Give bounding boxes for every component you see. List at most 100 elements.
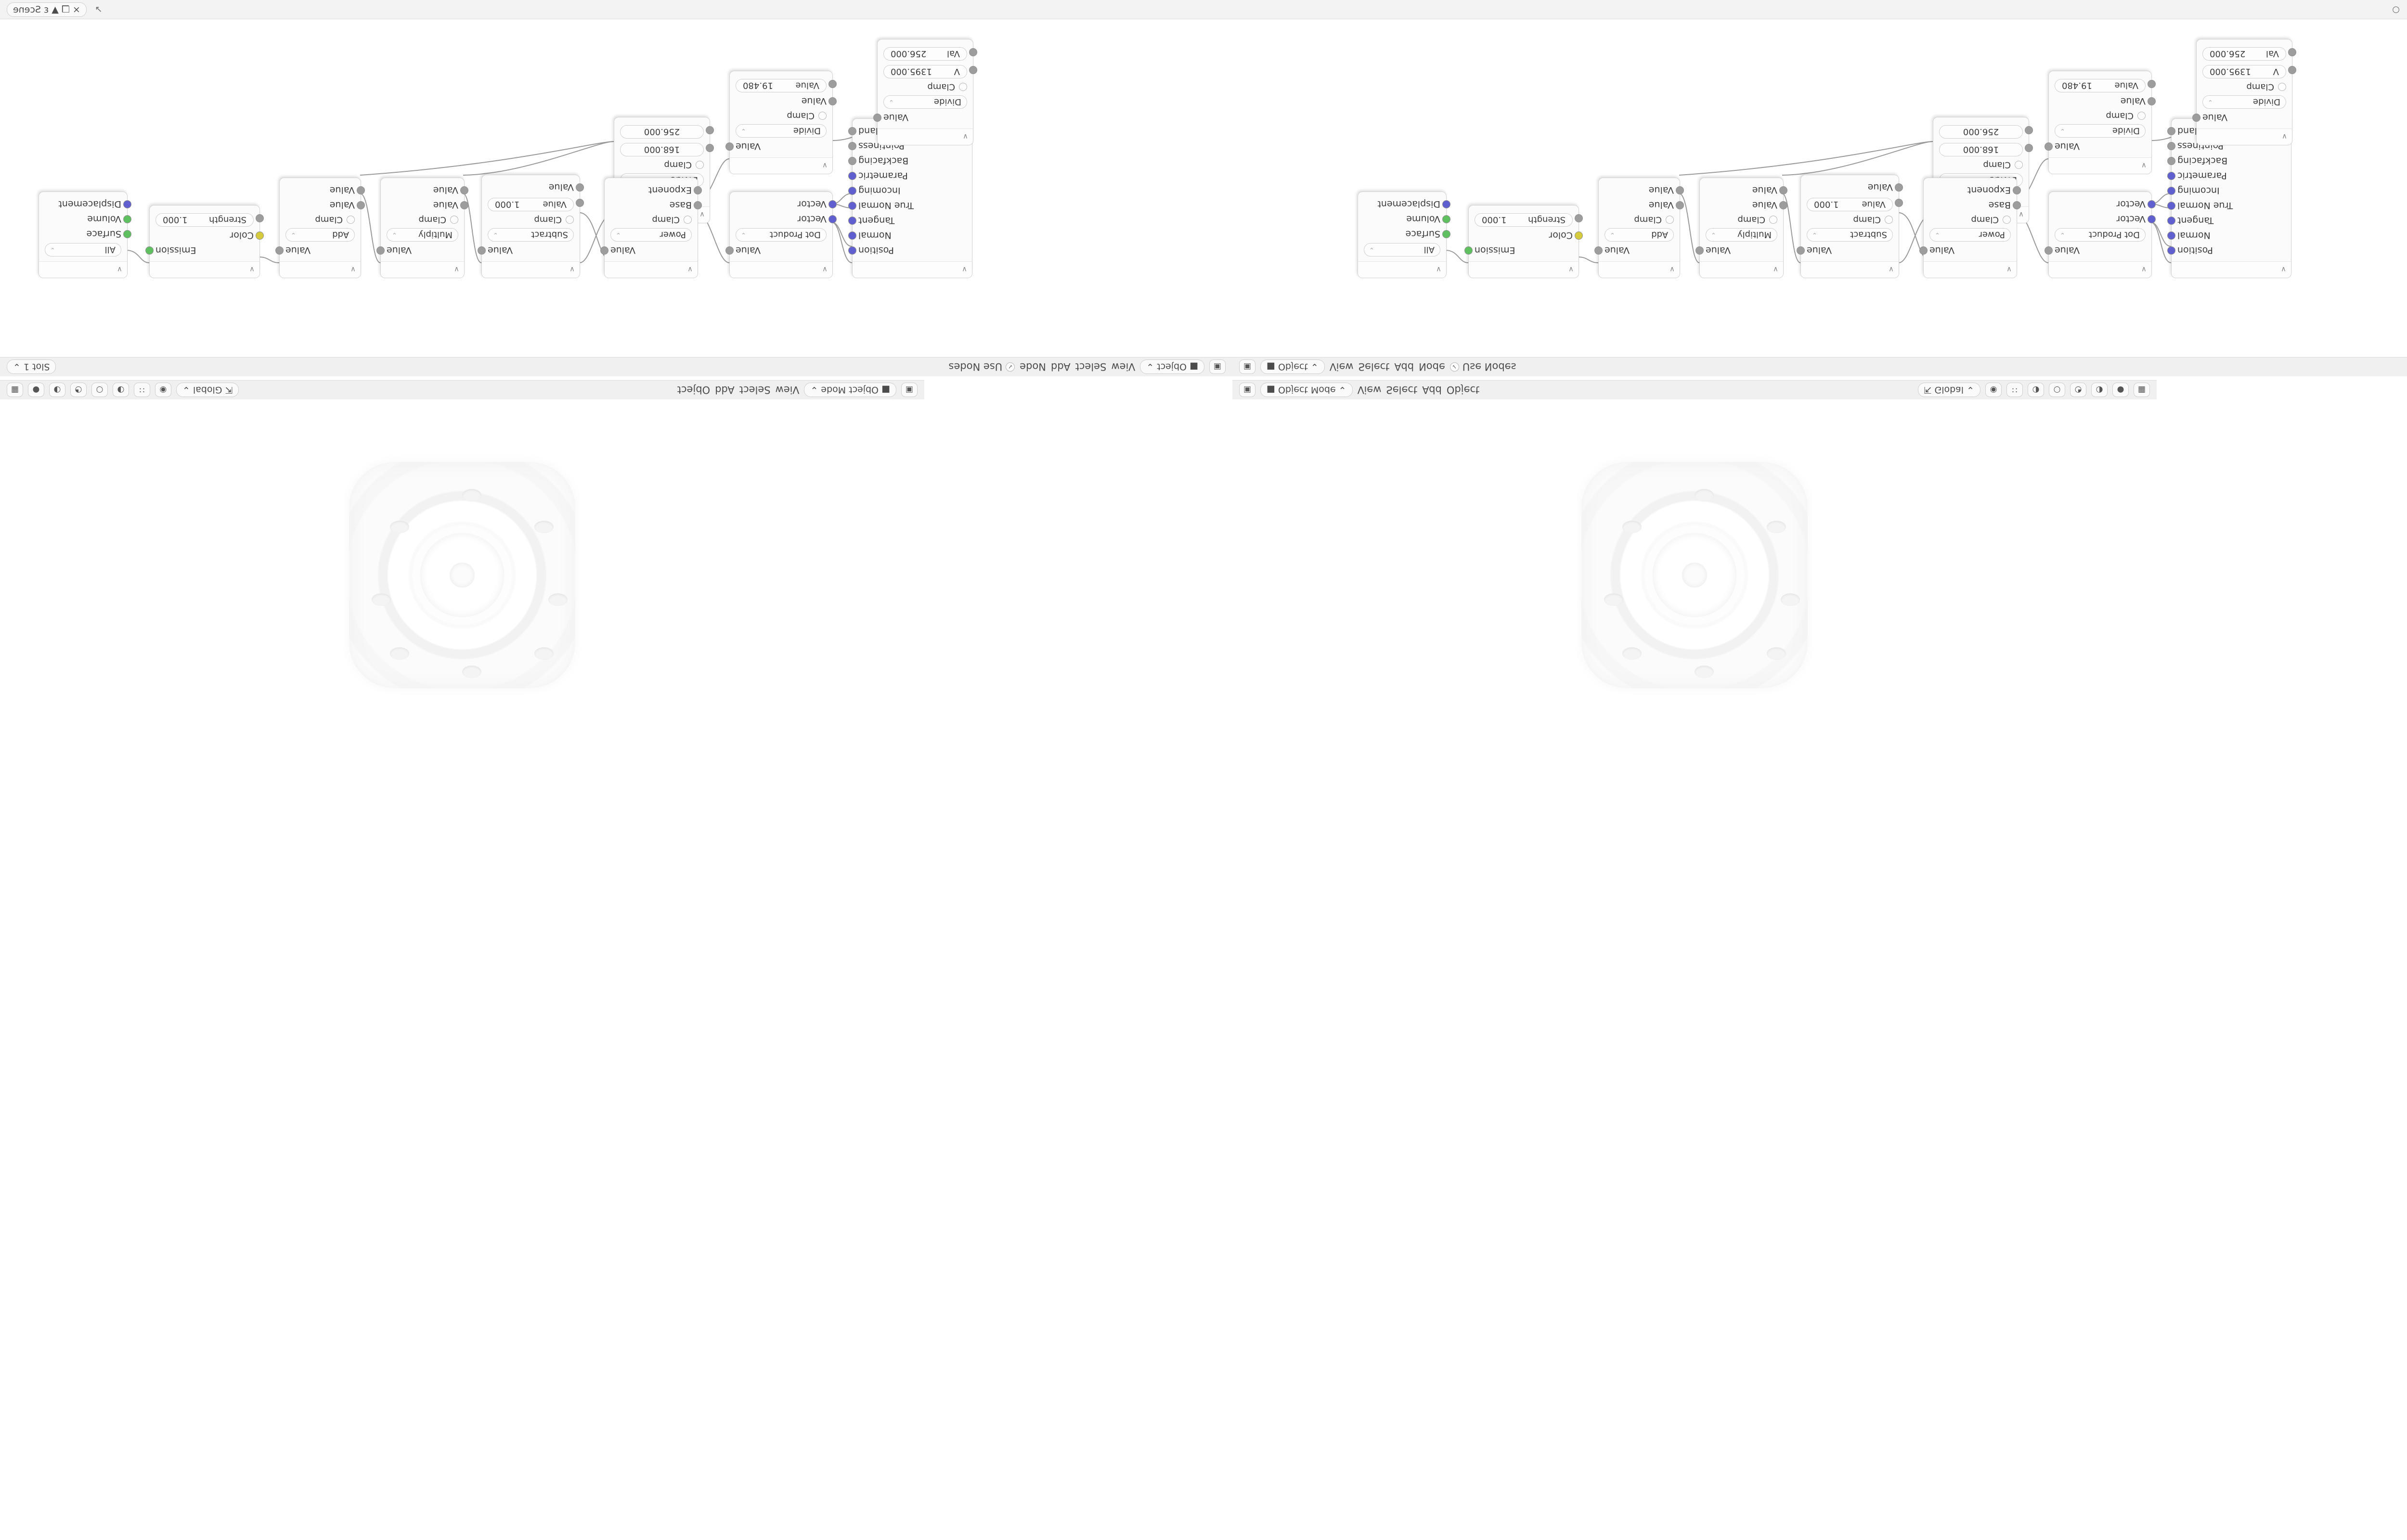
editor-type-button[interactable]: ▣ — [901, 383, 918, 398]
node-value-field[interactable]: Strength 1.000 — [1475, 213, 1573, 227]
node-operation-dropdown[interactable]: Add ⌄ — [1605, 228, 1674, 242]
shading-mode-icon-0[interactable]: ◔ — [70, 383, 87, 398]
viewport-menu-object[interactable]: Object — [1446, 384, 1480, 396]
node-header[interactable]: ∨ — [730, 261, 832, 278]
node-value-field[interactable]: 256.000 — [1939, 125, 2023, 139]
node-header[interactable]: ∨ — [853, 261, 972, 278]
node-header[interactable]: ∨ — [2172, 261, 2291, 278]
node-header[interactable]: ∨ — [2049, 261, 2151, 278]
node-math-add[interactable]: ∨ Value Add ⌄ Clamp Value Value — [1594, 178, 1684, 278]
node-operation-dropdown[interactable]: All ⌄ — [45, 243, 121, 257]
node-clamp-checkbox[interactable]: Clamp — [730, 109, 832, 123]
node-value-field[interactable]: Value 1.000 — [488, 198, 574, 211]
node-clamp-checkbox[interactable]: Clamp — [878, 80, 973, 94]
node-math-multiply[interactable]: ∨ Value Multiply ⌄ Clamp Value Value — [376, 178, 468, 278]
node-operation-dropdown[interactable]: Divide ⌄ — [736, 124, 827, 138]
node-math-multiply[interactable]: ∨ Value Multiply ⌄ Clamp Value Value — [1695, 178, 1787, 278]
shading-mode-icon-3[interactable]: ▦ — [2134, 383, 2150, 398]
node-header[interactable]: ∨ — [730, 157, 832, 174]
viewport-menu-view[interactable]: View — [775, 384, 800, 396]
node-clamp-checkbox[interactable]: Clamp — [1933, 158, 2029, 172]
object-mode-dropdown[interactable]: ■ Object Mode ⌄ — [804, 383, 896, 398]
node-header[interactable]: ∨ — [1358, 261, 1446, 278]
node-header[interactable]: ∨ — [39, 261, 127, 278]
node-header[interactable]: ∨ — [1700, 261, 1783, 278]
shading-mode-icon-1[interactable]: ◑ — [49, 383, 65, 398]
material-slot-dropdown[interactable]: Slot 1 ⌄ — [7, 359, 56, 374]
node-header[interactable]: ∨ — [1599, 261, 1680, 278]
transform-orientation-dropdown[interactable]: ⇱ Global ⌄ — [1917, 383, 1980, 398]
node-material-output[interactable]: ∨ All ⌄ Surface Volume Displacement — [39, 192, 131, 278]
node-operation-dropdown[interactable]: Divide ⌄ — [2202, 95, 2286, 109]
node-menu-node[interactable]: Node — [1020, 361, 1046, 373]
node-material-output[interactable]: ∨ All ⌄ Surface Volume Displacement — [1358, 192, 1450, 278]
node-menu-select[interactable]: Select — [1358, 361, 1390, 373]
node-value-field[interactable]: 256.000 — [620, 125, 704, 139]
transform-orientation-dropdown[interactable]: ⇱ Global ⌄ — [176, 383, 239, 398]
viewport-menu-object[interactable]: Object — [677, 384, 711, 396]
node-header[interactable]: ∨ — [878, 128, 973, 145]
torus-object[interactable] — [349, 462, 575, 688]
scene-dropdown[interactable]: × ❐ ▲ ε Scene — [7, 2, 87, 17]
node-header[interactable]: ∨ — [150, 261, 259, 278]
torus-object[interactable] — [1581, 462, 1808, 688]
shading-mode-icon-2[interactable]: ● — [28, 383, 44, 398]
node-math-add[interactable]: ∨ Value Add ⌄ Clamp Value Value — [275, 178, 365, 278]
node-clamp-checkbox[interactable]: Clamp — [2049, 109, 2151, 123]
shading-mode-icon-2[interactable]: ● — [2112, 383, 2129, 398]
viewport-snap-icon-1[interactable]: ∷ — [134, 383, 150, 398]
node-menu-view[interactable]: View — [1111, 361, 1136, 373]
node-clamp-checkbox[interactable]: Clamp — [482, 213, 580, 227]
node-operation-dropdown[interactable]: Add ⌄ — [285, 228, 355, 242]
node-operation-dropdown[interactable]: Dot Product ⌄ — [736, 228, 827, 242]
viewport-snap-icon-3[interactable]: ○ — [91, 383, 108, 398]
node-header[interactable]: ∨ — [1469, 261, 1579, 278]
node-value-field[interactable]: Value 1.000 — [1807, 198, 1893, 211]
node-operation-dropdown[interactable]: Divide ⌄ — [2055, 124, 2146, 138]
node-math-divide-a[interactable]: ∨ Value Divide ⌄ Clamp Value Value 19.480 — [2045, 71, 2156, 174]
viewport-snap-icon-2[interactable]: ◑ — [2028, 383, 2044, 398]
node-operation-dropdown[interactable]: Multiply ⌄ — [387, 228, 458, 242]
node-header[interactable]: ∨ — [1924, 261, 2017, 278]
node-header[interactable]: ∨ — [1801, 261, 1899, 278]
node-clamp-checkbox[interactable]: Clamp — [1801, 213, 1899, 227]
viewport-snap-icon-3[interactable]: ○ — [2049, 383, 2065, 398]
viewport-snap-icon-1[interactable]: ∷ — [2006, 383, 2023, 398]
viewport-a-left[interactable] — [0, 399, 924, 751]
node-clamp-checkbox[interactable]: Clamp — [1924, 213, 2017, 227]
node-value-field[interactable]: V 1395.000 — [2202, 65, 2286, 78]
shader-type-dropdown[interactable]: ■ Object ⌄ — [1260, 359, 1325, 374]
node-value-field[interactable]: Val 256.000 — [2202, 47, 2286, 61]
node-operation-dropdown[interactable]: Divide ⌄ — [883, 95, 967, 109]
viewport-snap-icon-0[interactable]: ◉ — [1985, 383, 2002, 398]
node-clamp-checkbox[interactable]: Clamp — [1700, 213, 1783, 227]
shader-type-dropdown[interactable]: ■ Object ⌄ — [1140, 359, 1204, 374]
use-nodes-toggle[interactable]: ✓ Use Nodes — [1449, 361, 1516, 373]
node-operation-dropdown[interactable]: Dot Product ⌄ — [2055, 228, 2146, 242]
node-value-field[interactable]: Value 19.480 — [736, 79, 827, 92]
object-mode-dropdown[interactable]: ■ Object Mode ⌄ — [1260, 383, 1353, 398]
node-value-field[interactable]: Strength 1.000 — [155, 213, 254, 227]
node-value-field[interactable]: 168.000 — [620, 143, 704, 156]
node-operation-dropdown[interactable]: All ⌄ — [1364, 243, 1440, 257]
node-operation-dropdown[interactable]: Multiply ⌄ — [1706, 228, 1777, 242]
editor-type-button[interactable]: ▣ — [1239, 383, 1255, 398]
node-header[interactable]: ∨ — [482, 261, 580, 278]
node-header[interactable]: ∨ — [605, 261, 698, 278]
viewport-menu-add[interactable]: Add — [715, 384, 735, 396]
node-menu-add[interactable]: Add — [1394, 361, 1414, 373]
node-value-field[interactable]: Val 256.000 — [883, 47, 967, 61]
node-menu-view[interactable]: View — [1329, 361, 1354, 373]
node-clamp-checkbox[interactable]: Clamp — [381, 213, 464, 227]
node-clamp-checkbox[interactable]: Clamp — [1599, 213, 1680, 227]
node-value-field[interactable]: V 1395.000 — [883, 65, 967, 78]
node-math-subtract[interactable]: ∨ Value Subtract ⌄ Clamp Value 1.000 Value — [478, 175, 584, 278]
node-operation-dropdown[interactable]: Power ⌄ — [1929, 228, 2011, 242]
node-header[interactable]: ∨ — [2049, 157, 2151, 174]
node-operation-dropdown[interactable]: Subtract ⌄ — [1807, 228, 1893, 242]
node-math-subtract[interactable]: ∨ Value Subtract ⌄ Clamp Value 1.000 Value — [1797, 175, 1903, 278]
node-operation-dropdown[interactable]: Power ⌄ — [610, 228, 692, 242]
editor-type-button[interactable]: ▣ — [1239, 359, 1255, 374]
node-vector-math-dot-product[interactable]: ∨ Value Dot Product ⌄ Vector Vector — [725, 192, 837, 278]
viewport-menu-select[interactable]: Select — [1386, 384, 1418, 396]
